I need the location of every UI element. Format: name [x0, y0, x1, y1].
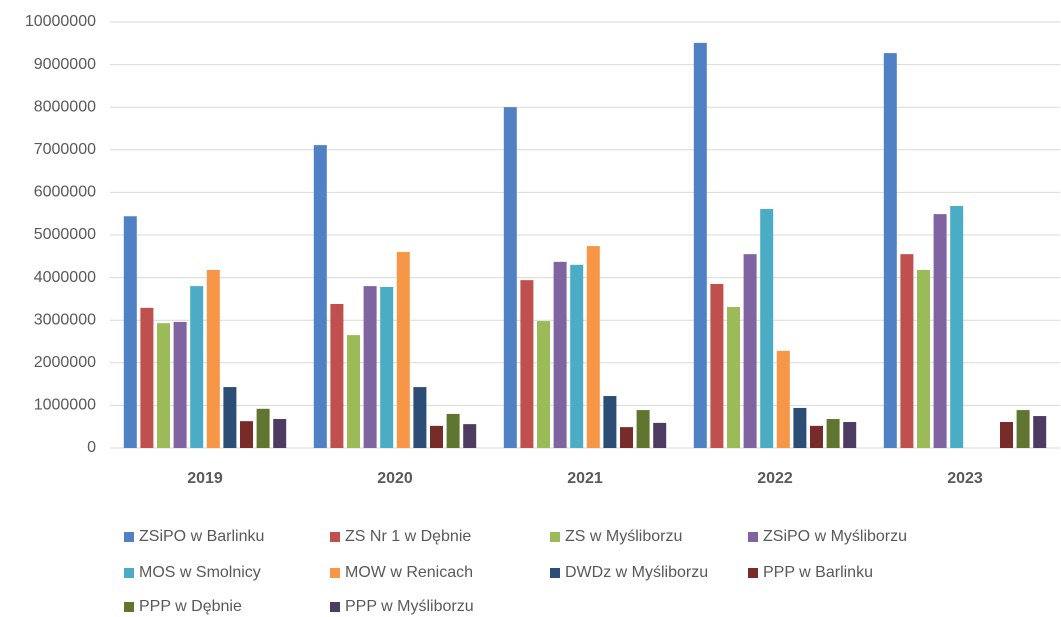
bar — [760, 209, 774, 448]
bar — [793, 407, 807, 448]
bar — [123, 216, 137, 448]
legend-swatch — [748, 568, 758, 578]
legend-label: MOW w Renicach — [345, 564, 473, 581]
bar — [933, 214, 947, 448]
legend-label: MOS w Smolnicy — [139, 564, 261, 581]
bar — [363, 286, 377, 448]
bar — [537, 321, 550, 448]
bar — [727, 306, 740, 448]
bar — [273, 419, 287, 448]
bar — [256, 408, 270, 448]
bar — [883, 53, 897, 449]
legend-swatch — [124, 532, 134, 542]
bar — [396, 252, 410, 448]
legend-label: PPP w Barlinku — [763, 564, 873, 581]
bar — [776, 350, 790, 448]
y-tick-label: 7000000 — [34, 141, 96, 158]
bar — [430, 425, 443, 448]
bar — [173, 321, 187, 448]
y-tick-label: 10000000 — [25, 13, 96, 30]
bar — [710, 283, 724, 448]
bar — [1033, 416, 1047, 448]
legend-label: ZS Nr 1 w Dębnie — [345, 528, 471, 545]
bar — [843, 422, 857, 448]
bar — [330, 304, 344, 448]
y-tick-label: 8000000 — [34, 98, 96, 115]
bar — [950, 206, 964, 448]
x-tick-label: 2020 — [377, 470, 413, 487]
bar — [653, 422, 667, 448]
x-tick-label: 2022 — [757, 470, 793, 487]
bar — [157, 323, 170, 448]
bar — [810, 425, 823, 448]
bar — [1016, 410, 1030, 448]
y-tick-label: 6000000 — [34, 184, 96, 201]
bar — [620, 427, 633, 448]
bar — [636, 410, 650, 448]
x-tick-label: 2023 — [947, 470, 983, 487]
bar — [743, 254, 757, 448]
bar — [313, 145, 327, 448]
bar — [206, 269, 220, 448]
bar — [140, 307, 154, 448]
y-tick-label: 2000000 — [34, 354, 96, 371]
bar — [446, 413, 460, 448]
bar — [900, 254, 914, 448]
bar — [520, 280, 534, 448]
y-tick-label: 4000000 — [34, 269, 96, 286]
legend-swatch — [550, 532, 560, 542]
bar — [603, 396, 617, 448]
legend-swatch — [124, 602, 134, 612]
legend-label: PPP w Myśliborzu — [345, 598, 474, 615]
y-tick-label: 0 — [87, 439, 96, 456]
bar — [413, 387, 427, 448]
legend-swatch — [124, 568, 134, 578]
bar — [347, 335, 360, 448]
bar — [190, 286, 204, 448]
bar — [917, 269, 930, 448]
bar — [693, 42, 707, 449]
legend-swatch — [748, 532, 758, 542]
bar — [570, 264, 584, 448]
legend-label: DWDz w Myśliborzu — [565, 564, 708, 581]
bar — [463, 424, 477, 448]
bar — [380, 286, 394, 448]
y-tick-label: 9000000 — [34, 56, 96, 73]
x-tick-label: 2021 — [567, 470, 603, 487]
legend-swatch — [330, 568, 340, 578]
legend-label: ZSiPO w Myśliborzu — [763, 528, 907, 545]
y-tick-label: 5000000 — [34, 226, 96, 243]
bar — [826, 419, 840, 448]
y-tick-label: 1000000 — [34, 397, 96, 414]
bar — [223, 387, 237, 448]
legend-label: ZS w Myśliborzu — [565, 528, 682, 545]
bar — [503, 107, 517, 448]
legend-label: ZSiPO w Barlinku — [139, 528, 264, 545]
legend-label: PPP w Dębnie — [139, 598, 242, 615]
bar — [240, 421, 253, 448]
bar — [586, 246, 600, 448]
y-tick-label: 3000000 — [34, 311, 96, 328]
x-tick-label: 2019 — [187, 470, 223, 487]
legend-swatch — [550, 568, 560, 578]
legend-swatch — [330, 532, 340, 542]
bar — [1000, 422, 1013, 448]
legend-swatch — [330, 602, 340, 612]
bar — [553, 261, 567, 448]
